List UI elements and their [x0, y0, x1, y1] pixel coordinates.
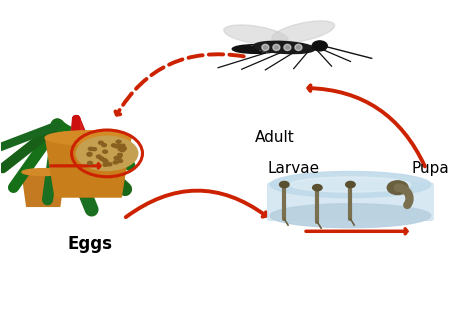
Ellipse shape: [22, 169, 64, 176]
Ellipse shape: [295, 44, 302, 51]
Ellipse shape: [262, 44, 269, 51]
Circle shape: [118, 159, 123, 162]
Circle shape: [117, 145, 122, 148]
Text: Pupa: Pupa: [412, 162, 450, 177]
Ellipse shape: [284, 44, 291, 51]
Ellipse shape: [242, 46, 270, 52]
Circle shape: [102, 159, 107, 162]
Ellipse shape: [254, 41, 315, 54]
Circle shape: [107, 163, 112, 166]
Ellipse shape: [232, 45, 280, 53]
Ellipse shape: [258, 46, 282, 51]
Ellipse shape: [76, 136, 138, 171]
Circle shape: [118, 153, 122, 156]
Circle shape: [120, 144, 125, 147]
Ellipse shape: [273, 44, 280, 51]
Circle shape: [87, 153, 92, 156]
Ellipse shape: [270, 204, 431, 228]
Circle shape: [100, 157, 104, 160]
Circle shape: [103, 150, 108, 153]
Circle shape: [111, 144, 116, 147]
Circle shape: [99, 141, 103, 144]
Ellipse shape: [249, 45, 282, 51]
Circle shape: [122, 147, 127, 150]
Circle shape: [116, 140, 121, 143]
Circle shape: [312, 41, 327, 51]
Circle shape: [280, 182, 289, 188]
Circle shape: [120, 149, 125, 152]
Ellipse shape: [224, 25, 288, 45]
Circle shape: [88, 162, 92, 165]
Ellipse shape: [45, 131, 131, 145]
FancyBboxPatch shape: [268, 183, 433, 220]
Circle shape: [103, 163, 108, 166]
Ellipse shape: [290, 177, 410, 192]
Text: Eggs: Eggs: [68, 235, 113, 253]
Circle shape: [113, 161, 118, 164]
Circle shape: [118, 148, 123, 151]
Circle shape: [114, 145, 119, 148]
Circle shape: [96, 155, 101, 158]
Circle shape: [387, 181, 408, 194]
Circle shape: [313, 185, 322, 191]
Text: Adult: Adult: [255, 130, 295, 145]
Circle shape: [92, 148, 97, 151]
Circle shape: [88, 147, 93, 150]
Ellipse shape: [272, 21, 335, 43]
Circle shape: [117, 156, 122, 159]
Ellipse shape: [270, 172, 431, 198]
Circle shape: [346, 182, 355, 188]
Text: Larvae: Larvae: [268, 162, 320, 177]
Polygon shape: [22, 172, 64, 206]
Circle shape: [102, 144, 107, 147]
Circle shape: [103, 160, 108, 163]
Circle shape: [87, 152, 92, 156]
Circle shape: [114, 156, 119, 160]
Polygon shape: [46, 138, 131, 197]
